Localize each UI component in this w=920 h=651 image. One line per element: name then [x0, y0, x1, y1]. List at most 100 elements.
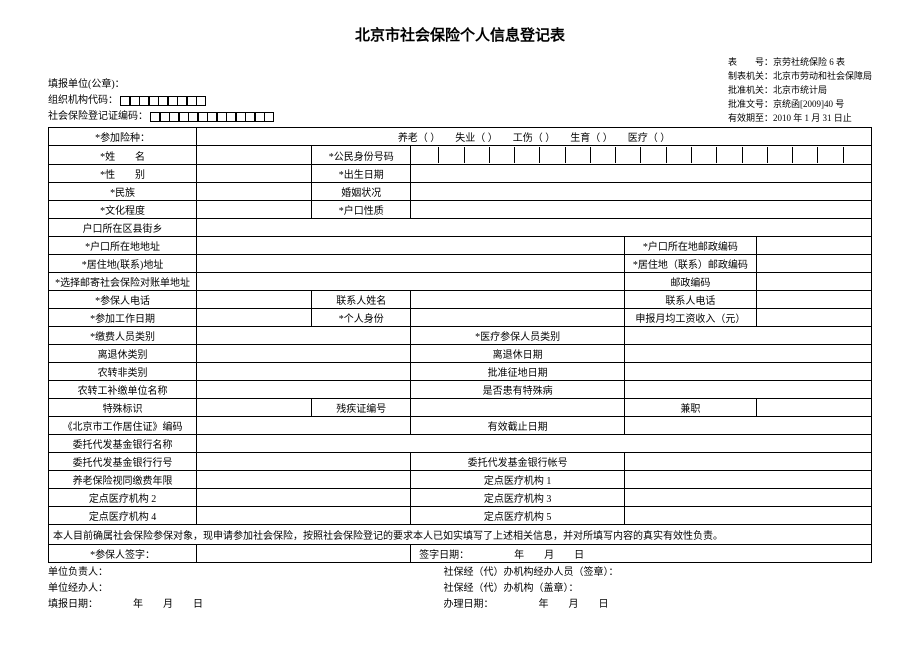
val-workdate [197, 309, 312, 327]
meta-v2: 北京市劳动和社会保障局 [773, 71, 872, 81]
meta-k4: 批准文号： [728, 99, 773, 109]
meta-k1: 表 号： [728, 57, 773, 67]
val-hukou-addr [197, 237, 625, 255]
val-res-addr [197, 255, 625, 273]
lab-medtype: *医疗参保人员类别 [411, 327, 625, 345]
footer-block: 单位负责人：社保经（代）办机构经办人员（签章）： 单位经办人：社保经（代）办机构… [48, 565, 872, 613]
lab-pension-yrs: 养老保险视同缴费年限 [49, 471, 197, 489]
lab-hosp1: 定点医疗机构 1 [411, 471, 625, 489]
val-marriage [411, 183, 872, 201]
val-nzg-unit [197, 381, 411, 399]
val-hosp3 [625, 489, 872, 507]
lab-bankcode: 委托代发基金银行行号 [49, 453, 197, 471]
lab-id: *公民身份号码 [312, 146, 411, 165]
val-landdate [625, 363, 872, 381]
val-name [197, 146, 312, 165]
val-paytype [197, 327, 411, 345]
val-hosp1 [625, 471, 872, 489]
org-code-label: 组织机构代码： [48, 95, 118, 106]
val-nzf [197, 363, 411, 381]
meta-v1: 京劳社统保险 6 表 [773, 57, 845, 67]
org-code-boxes [121, 96, 207, 106]
val-special [197, 399, 312, 417]
lab-paytype: *缴费人员类别 [49, 327, 197, 345]
lab-insurance: *参加险种： [49, 128, 197, 146]
lab-contact-tel: 联系人电话 [625, 291, 757, 309]
val-pension-yrs [197, 471, 411, 489]
foot-l2b: 社保经（代）办机构（盖章）： [444, 581, 872, 597]
lab-tel: *参保人电话 [49, 291, 197, 309]
lab-hosp2: 定点医疗机构 2 [49, 489, 197, 507]
meta-k5: 有效期至： [728, 113, 773, 123]
val-sign [197, 545, 411, 563]
lab-mail-addr: *选择邮寄社会保险对账单地址 [49, 273, 197, 291]
lab-res-zip: *居住地（联系）邮政编码 [625, 255, 757, 273]
foot-l1b: 社保经（代）办机构经办人员（签章）： [444, 565, 872, 581]
lab-res-addr: *居住地(联系)地址 [49, 255, 197, 273]
meta-k2: 制表机关： [728, 71, 773, 81]
lab-workdate: *参加工作日期 [49, 309, 197, 327]
lab-disable-no: 残疾证编号 [312, 399, 411, 417]
lab-nzf: 农转非类别 [49, 363, 197, 381]
val-retiretype [197, 345, 411, 363]
page-title: 北京市社会保险个人信息登记表 [48, 24, 872, 45]
lab-retiretype: 离退休类别 [49, 345, 197, 363]
val-mail-addr [197, 273, 625, 291]
lab-hosp5: 定点医疗机构 5 [411, 507, 625, 525]
lab-signdate: 签字日期： 年 月 日 [411, 545, 872, 563]
lab-parttime: 兼职 [625, 399, 757, 417]
meta-k3: 批准机关： [728, 85, 773, 95]
form-table: *参加险种： 养老（ ） 失业（ ） 工伤（ ） 生育（ ） 医疗（ ） *姓 … [48, 127, 872, 563]
org-code: 组织机构代码： [48, 93, 274, 109]
val-tel [197, 291, 312, 309]
lab-sex: *性 别 [49, 165, 197, 183]
val-contact-tel [756, 291, 871, 309]
lab-hosp4: 定点医疗机构 4 [49, 507, 197, 525]
reg-code-label: 社会保险登记证编码： [48, 111, 148, 122]
val-hosp4 [197, 507, 411, 525]
meta-v4: 京统函[2009]40 号 [773, 99, 844, 109]
val-disable-no [411, 399, 625, 417]
val-bankcode [197, 453, 411, 471]
meta-v5: 2010 年 1 月 31 日止 [773, 113, 852, 123]
foot-l2a: 单位经办人： [48, 581, 444, 597]
lab-district: 户口所在区县街乡 [49, 219, 197, 237]
val-edu [197, 201, 312, 219]
val-parttime [756, 399, 871, 417]
meta-v3: 北京市统计局 [773, 85, 827, 95]
val-district [197, 219, 872, 237]
lab-mail-zip: 邮政编码 [625, 273, 757, 291]
lab-landdate: 批准征地日期 [411, 363, 625, 381]
header-block: 填报单位(公章)： 组织机构代码： 社会保险登记证编码： 表 号：京劳社统保险 … [48, 55, 872, 125]
lab-nation: *民族 [49, 183, 197, 201]
val-birth [411, 165, 872, 183]
foot-l3a: 填报日期： 年 月 日 [48, 597, 444, 613]
lab-special: 特殊标识 [49, 399, 197, 417]
val-hukou-zip [756, 237, 871, 255]
left-meta: 填报单位(公章)： 组织机构代码： 社会保险登记证编码： [48, 77, 274, 125]
val-medtype [625, 327, 872, 345]
val-mail-zip [756, 273, 871, 291]
lab-sign: *参保人签字： [49, 545, 197, 563]
val-identity [411, 309, 625, 327]
reg-code-boxes [151, 112, 275, 122]
lab-edu: *文化程度 [49, 201, 197, 219]
val-retiredate [625, 345, 872, 363]
val-sex [197, 165, 312, 183]
val-hosp5 [625, 507, 872, 525]
lab-name: *姓 名 [49, 146, 197, 165]
val-workpermit [197, 417, 411, 435]
lab-marriage: 婚姻状况 [312, 183, 411, 201]
reg-code: 社会保险登记证编码： [48, 109, 274, 125]
val-salary [756, 309, 871, 327]
lab-bankname: 委托代发基金银行名称 [49, 435, 197, 453]
val-hukou [411, 201, 872, 219]
lab-contact: 联系人姓名 [312, 291, 411, 309]
declaration: 本人目前确属社会保险参保对象，现申请参加社会保险，按照社会保险登记的要求本人已如… [49, 525, 872, 545]
lab-bankacct: 委托代发基金银行帐号 [411, 453, 625, 471]
lab-workpermit: 《北京市工作居住证》编码 [49, 417, 197, 435]
lab-nzg-unit: 农转工补缴单位名称 [49, 381, 197, 399]
foot-l1a: 单位负责人： [48, 565, 444, 581]
val-res-zip [756, 255, 871, 273]
lab-birth: *出生日期 [312, 165, 411, 183]
